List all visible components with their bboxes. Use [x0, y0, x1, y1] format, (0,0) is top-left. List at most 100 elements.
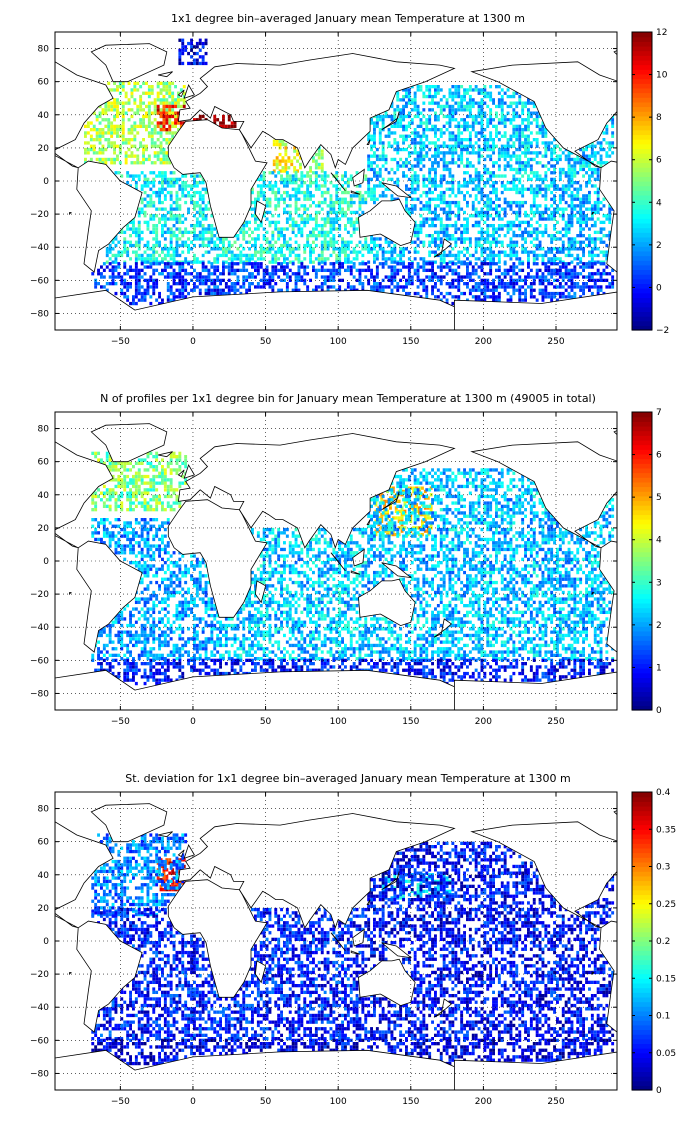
data-cell: [190, 48, 193, 52]
data-cell: [608, 144, 612, 148]
data-cell: [152, 184, 156, 188]
data-cell: [153, 154, 157, 158]
data-cell: [384, 154, 388, 158]
data-cell: [434, 144, 437, 148]
data-cell: [431, 272, 434, 276]
data-cell: [162, 114, 166, 119]
data-cell: [590, 237, 594, 241]
data-cell: [149, 265, 153, 269]
data-cell: [500, 98, 504, 102]
data-cell: [140, 253, 144, 258]
data-cell: [486, 200, 490, 205]
data-cell: [370, 164, 373, 168]
data-cell: [172, 278, 176, 283]
data-cell: [497, 131, 501, 135]
data-cell: [251, 282, 254, 286]
data-cell: [113, 108, 116, 112]
data-cell: [95, 131, 99, 135]
data-cell: [352, 200, 356, 205]
data-cell: [445, 227, 449, 231]
data-cell: [277, 187, 281, 191]
data-cell: [541, 164, 545, 168]
data-cell: [373, 184, 376, 188]
data-cell: [335, 171, 339, 175]
data-cell: [256, 237, 260, 241]
data-cell: [370, 247, 373, 251]
data-cell: [341, 237, 344, 241]
data-cell: [277, 250, 281, 254]
data-cell: [133, 124, 137, 129]
data-cell: [527, 147, 530, 152]
data-cell: [474, 268, 478, 273]
data-cell: [492, 147, 495, 152]
data-cell: [98, 111, 102, 115]
data-cell: [146, 253, 150, 258]
data-cell: [198, 282, 202, 286]
data-cell: [544, 131, 548, 135]
data-cell: [454, 257, 458, 261]
data-cell: [527, 214, 530, 218]
data-cell: [489, 265, 493, 269]
data-cell: [312, 268, 315, 273]
data-cell: [320, 152, 324, 157]
data-cell: [599, 207, 603, 211]
data-cell: [274, 268, 278, 273]
data-cell: [442, 167, 446, 172]
data-cell: [553, 177, 556, 182]
data-cell: [248, 272, 251, 276]
data-cell: [535, 151, 539, 155]
data-cell: [547, 141, 551, 145]
data-cell: [451, 174, 455, 178]
data-cell: [518, 161, 522, 165]
data-cell: [163, 268, 167, 273]
data-cell: [198, 214, 202, 218]
data-cell: [306, 190, 310, 195]
data-cell: [486, 171, 490, 175]
data-cell: [168, 88, 172, 92]
data-cell: [193, 207, 196, 211]
data-cell: [142, 118, 145, 122]
data-cell: [142, 147, 145, 152]
data-cell: [410, 184, 414, 188]
data-cell: [137, 174, 141, 178]
data-cell: [329, 285, 333, 289]
data-cell: [207, 224, 211, 228]
data-cell: [448, 291, 452, 296]
data-cell: [285, 275, 289, 279]
data-cell: [506, 111, 510, 115]
data-cell: [567, 214, 571, 218]
data-cell: [341, 190, 344, 195]
data-cell: [576, 171, 580, 175]
data-cell: [567, 217, 571, 221]
data-cell: [431, 250, 434, 254]
data-cell: [95, 118, 99, 122]
data-cell: [480, 282, 484, 286]
data-cell: [535, 111, 539, 115]
data-cell: [567, 194, 571, 198]
data-cell: [582, 157, 585, 162]
data-cell: [381, 147, 385, 152]
data-cell: [599, 144, 603, 148]
data-cell: [181, 243, 185, 248]
data-cell: [593, 262, 597, 266]
data-cell: [152, 227, 156, 231]
data-cell: [390, 167, 394, 172]
data-cell: [590, 141, 594, 145]
data-cell: [442, 108, 446, 112]
data-cell: [390, 265, 394, 269]
data-cell: [407, 257, 411, 261]
data-cell: [466, 282, 469, 286]
data-cell: [524, 187, 527, 191]
data-cell: [532, 187, 536, 191]
data-cell: [233, 240, 237, 244]
data-cell: [590, 285, 594, 289]
data-cell: [436, 234, 440, 238]
data-cell: [352, 224, 356, 228]
data-cell: [556, 257, 559, 261]
data-cell: [227, 250, 231, 254]
data-cell: [296, 169, 299, 173]
data-cell: [503, 200, 507, 205]
data-cell: [291, 288, 295, 292]
data-cell: [506, 227, 510, 231]
data-cell: [405, 278, 408, 283]
